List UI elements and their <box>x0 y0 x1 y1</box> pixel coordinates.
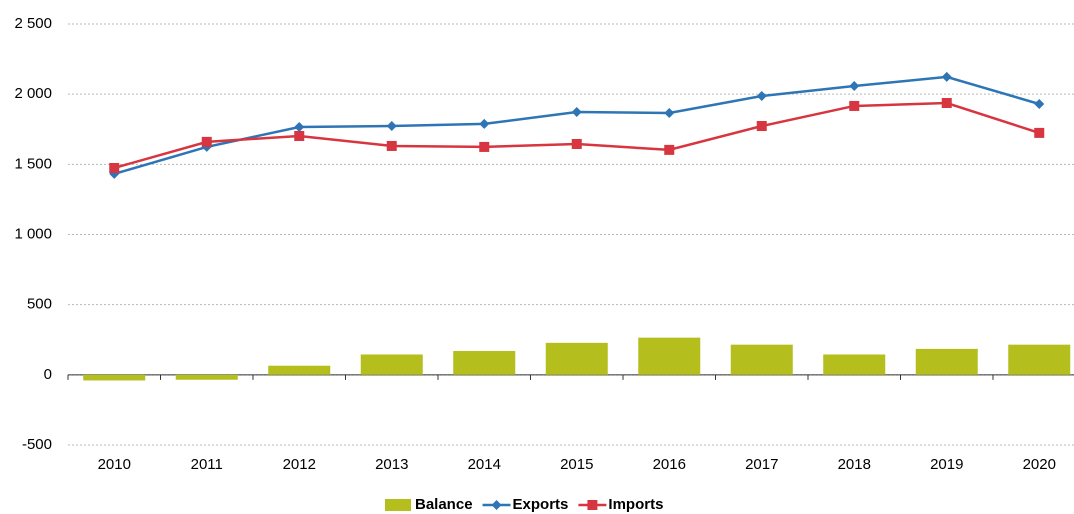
point <box>294 122 305 133</box>
point <box>941 98 952 109</box>
bar <box>175 374 238 380</box>
bar <box>638 337 701 375</box>
bar <box>915 348 978 375</box>
x-tick-label: 2012 <box>283 456 316 473</box>
x-tick-label: 2019 <box>930 456 963 473</box>
y-tick-label: 0 <box>44 366 52 383</box>
point <box>479 118 490 129</box>
y-tick-label: 2 500 <box>14 15 52 32</box>
point <box>109 162 120 173</box>
bar <box>823 354 886 375</box>
legend-label: Imports <box>608 496 663 513</box>
point <box>664 107 675 118</box>
y-tick-label: 1 500 <box>14 155 52 172</box>
point <box>1034 98 1045 109</box>
point <box>849 100 860 111</box>
x-tick-label: 2015 <box>560 456 593 473</box>
y-tick-label: 1 000 <box>14 225 52 242</box>
legend-marker <box>491 500 502 510</box>
legend-swatch <box>385 499 411 511</box>
point <box>386 140 397 151</box>
legend-marker <box>587 500 598 510</box>
legend-label: Exports <box>513 496 569 513</box>
point <box>571 106 582 117</box>
bar <box>453 350 516 375</box>
bar <box>1008 344 1071 375</box>
x-tick-label: 2011 <box>191 456 223 473</box>
legend-label: Balance <box>415 496 473 513</box>
x-tick-label: 2020 <box>1023 456 1056 473</box>
point <box>571 138 582 149</box>
bar <box>545 342 608 375</box>
x-tick-label: 2017 <box>745 456 778 473</box>
x-tick-label: 2010 <box>98 456 131 473</box>
x-tick-label: 2014 <box>468 456 501 473</box>
point <box>201 136 212 147</box>
point <box>1034 127 1045 138</box>
y-tick-label: 2 000 <box>14 85 52 102</box>
point <box>479 141 490 152</box>
x-tick-label: 2018 <box>838 456 871 473</box>
x-tick-label: 2016 <box>653 456 686 473</box>
point <box>849 81 860 92</box>
point <box>756 121 767 132</box>
bar <box>83 374 146 381</box>
point <box>941 71 952 82</box>
point <box>386 121 397 132</box>
bar <box>730 344 793 375</box>
y-tick-label: 500 <box>27 296 52 313</box>
bar <box>268 365 331 375</box>
y-tick-label: -500 <box>22 436 52 453</box>
point <box>294 130 305 141</box>
point <box>664 144 675 155</box>
x-tick-label: 2013 <box>375 456 408 473</box>
line <box>113 75 1040 176</box>
bar <box>360 354 423 375</box>
point <box>756 90 767 101</box>
